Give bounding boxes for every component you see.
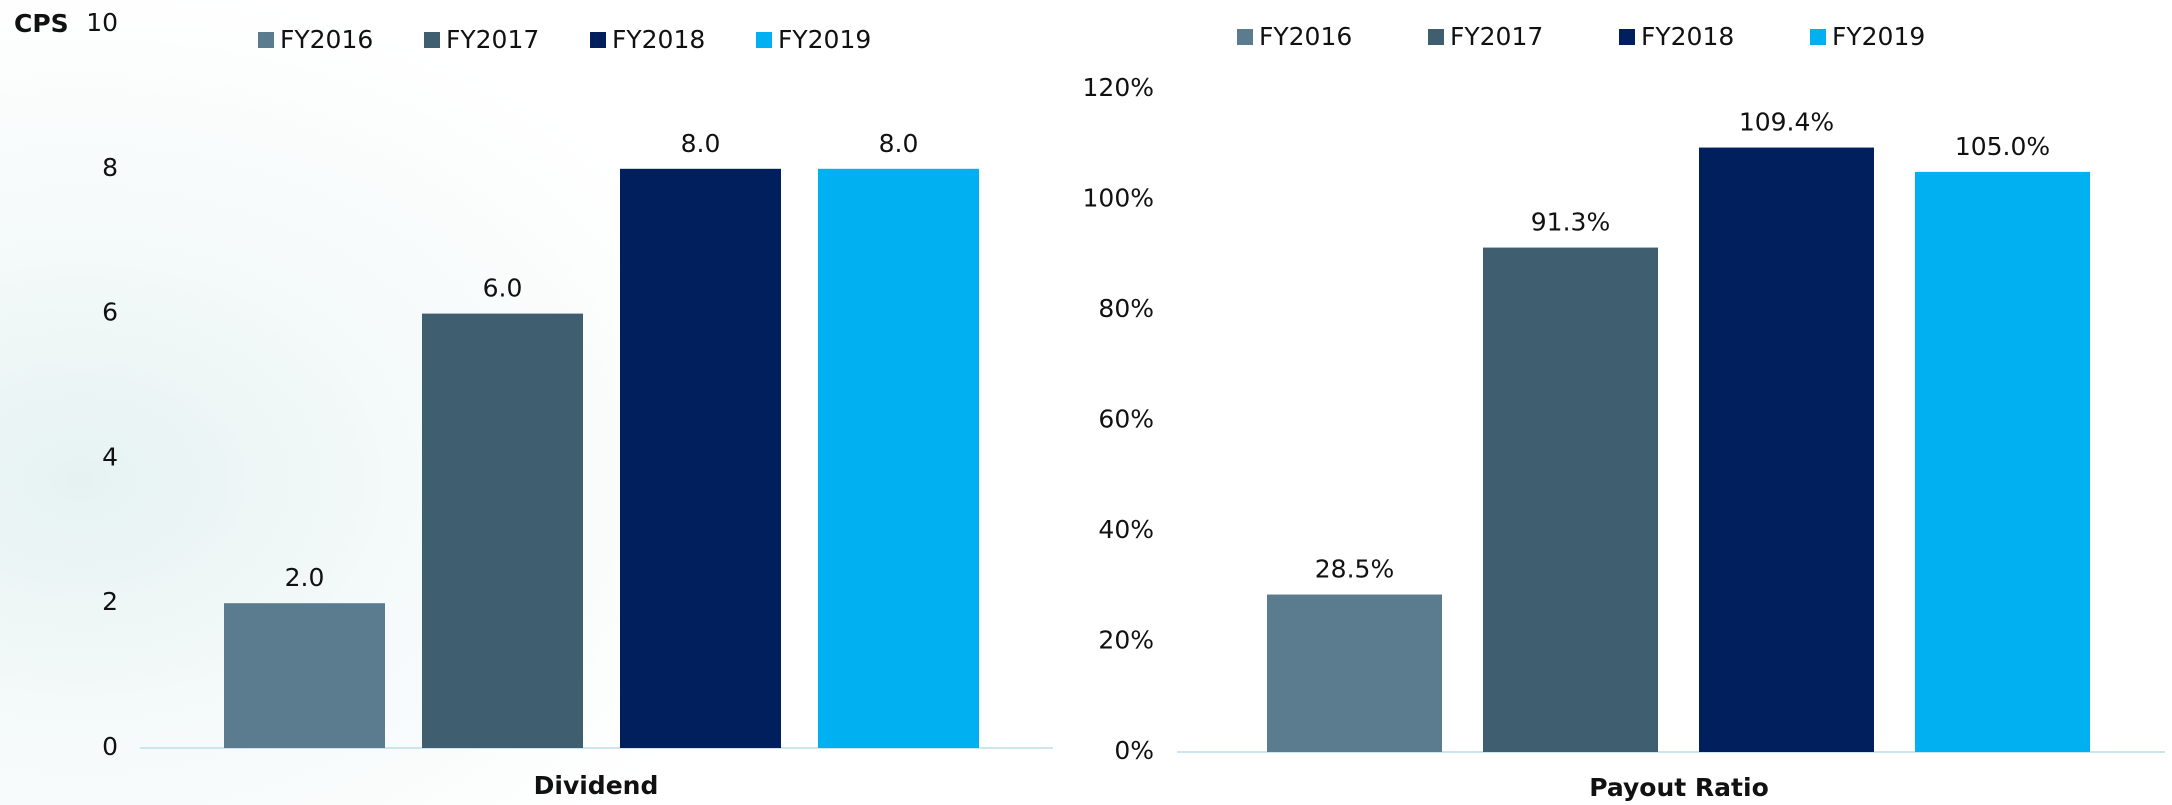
y-tick-label: 0 <box>102 732 118 761</box>
data-label: 8.0 <box>879 129 919 158</box>
y-tick-label: 8 <box>102 153 118 182</box>
y-tick-label: 4 <box>102 442 118 471</box>
data-label: 28.5% <box>1315 555 1394 584</box>
y-tick-label: 60% <box>1098 405 1154 434</box>
y-tick-label: 40% <box>1098 515 1154 544</box>
legend-label: FY2019 <box>1832 22 1925 51</box>
legend-label: FY2016 <box>1259 22 1352 51</box>
y-tick-label: 2 <box>102 587 118 616</box>
bar <box>818 168 979 749</box>
x-axis-category: Dividend <box>534 771 659 800</box>
y-tick-label: 10 <box>86 8 118 37</box>
legend-label: FY2019 <box>778 25 871 54</box>
legend-swatch <box>590 32 606 48</box>
data-label: 8.0 <box>681 129 721 158</box>
legend-swatch <box>258 32 274 48</box>
bar <box>1915 171 2090 752</box>
y-tick-label: 100% <box>1083 184 1154 213</box>
legend-swatch <box>1237 29 1253 45</box>
legend-label: FY2017 <box>1450 22 1543 51</box>
bar <box>1483 247 1658 752</box>
legend-swatch <box>424 32 440 48</box>
legend-swatch <box>1619 29 1635 45</box>
legend-swatch <box>1810 29 1826 45</box>
y-tick-label: 120% <box>1083 73 1154 102</box>
data-label: 6.0 <box>483 274 523 303</box>
legend-swatch <box>756 32 772 48</box>
data-label: 2.0 <box>285 563 325 592</box>
bar <box>1699 147 1874 752</box>
legend-label: FY2018 <box>1641 22 1734 51</box>
legend-label: FY2017 <box>446 25 539 54</box>
data-label: 109.4% <box>1739 108 1834 137</box>
bar <box>422 313 583 748</box>
bar <box>1267 594 1442 752</box>
y-tick-label: 0% <box>1114 736 1154 765</box>
legend-swatch <box>1428 29 1444 45</box>
y-tick-label: 20% <box>1098 626 1154 655</box>
y-tick-label: 6 <box>102 298 118 327</box>
x-axis-category: Payout Ratio <box>1589 773 1769 802</box>
data-label: 105.0% <box>1955 132 2050 161</box>
data-label: 91.3% <box>1531 208 1610 237</box>
bar <box>620 168 781 749</box>
bar <box>224 603 385 748</box>
y-axis-label: CPS <box>14 9 69 38</box>
legend-label: FY2016 <box>280 25 373 54</box>
y-tick-label: 80% <box>1098 294 1154 323</box>
legend-label: FY2018 <box>612 25 705 54</box>
